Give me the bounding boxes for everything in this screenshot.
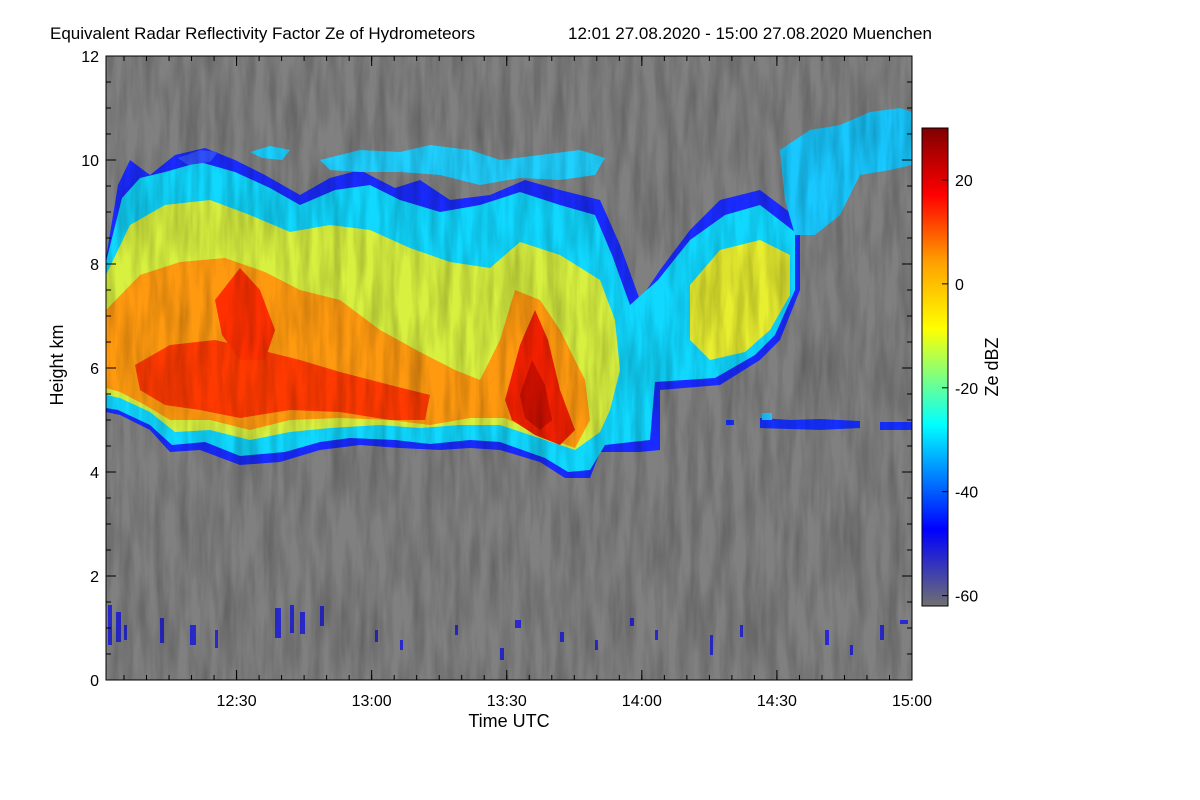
y-tick-label: 10 <box>81 153 99 170</box>
colorbar-tick-label: -20 <box>955 381 978 398</box>
colorbar-tick-label: -40 <box>955 485 978 502</box>
x-tick-label: 13:00 <box>352 693 392 710</box>
reflectivity-field <box>106 56 912 680</box>
y-tick-label: 6 <box>90 361 99 378</box>
x-axis-label: Time UTC <box>468 711 549 731</box>
colorbar-tick-label: 20 <box>955 173 973 190</box>
y-tick-label: 8 <box>90 257 99 274</box>
colorbar <box>921 127 949 607</box>
chart-title: Equivalent Radar Reflectivity Factor Ze … <box>50 24 475 43</box>
y-tick-label: 4 <box>90 465 99 482</box>
y-axis-label: Height km <box>47 324 67 405</box>
x-tick-label: 13:30 <box>487 693 527 710</box>
colorbar-tick-label: -60 <box>955 589 978 606</box>
x-tick-label: 15:00 <box>892 693 932 710</box>
x-tick-label: 12:30 <box>217 693 257 710</box>
y-tick-label: 2 <box>90 569 99 586</box>
x-tick-label: 14:00 <box>622 693 662 710</box>
colorbar-label: Ze dBZ <box>982 337 1002 396</box>
colorbar-ticks: 20 0 -20 -40 -60 <box>942 173 978 606</box>
x-axis: 12:30 13:00 13:30 14:00 14:30 15:00 <box>123 56 932 710</box>
streak-texture <box>106 56 912 680</box>
y-tick-label: 0 <box>90 673 99 690</box>
y-tick-label: 12 <box>81 49 99 66</box>
colorbar-tick-label: 0 <box>955 277 964 294</box>
y-axis: 0 2 4 6 8 10 12 <box>81 49 912 690</box>
x-tick-label: 14:30 <box>757 693 797 710</box>
chart-subtitle: 12:01 27.08.2020 - 15:00 27.08.2020 Muen… <box>568 24 932 43</box>
